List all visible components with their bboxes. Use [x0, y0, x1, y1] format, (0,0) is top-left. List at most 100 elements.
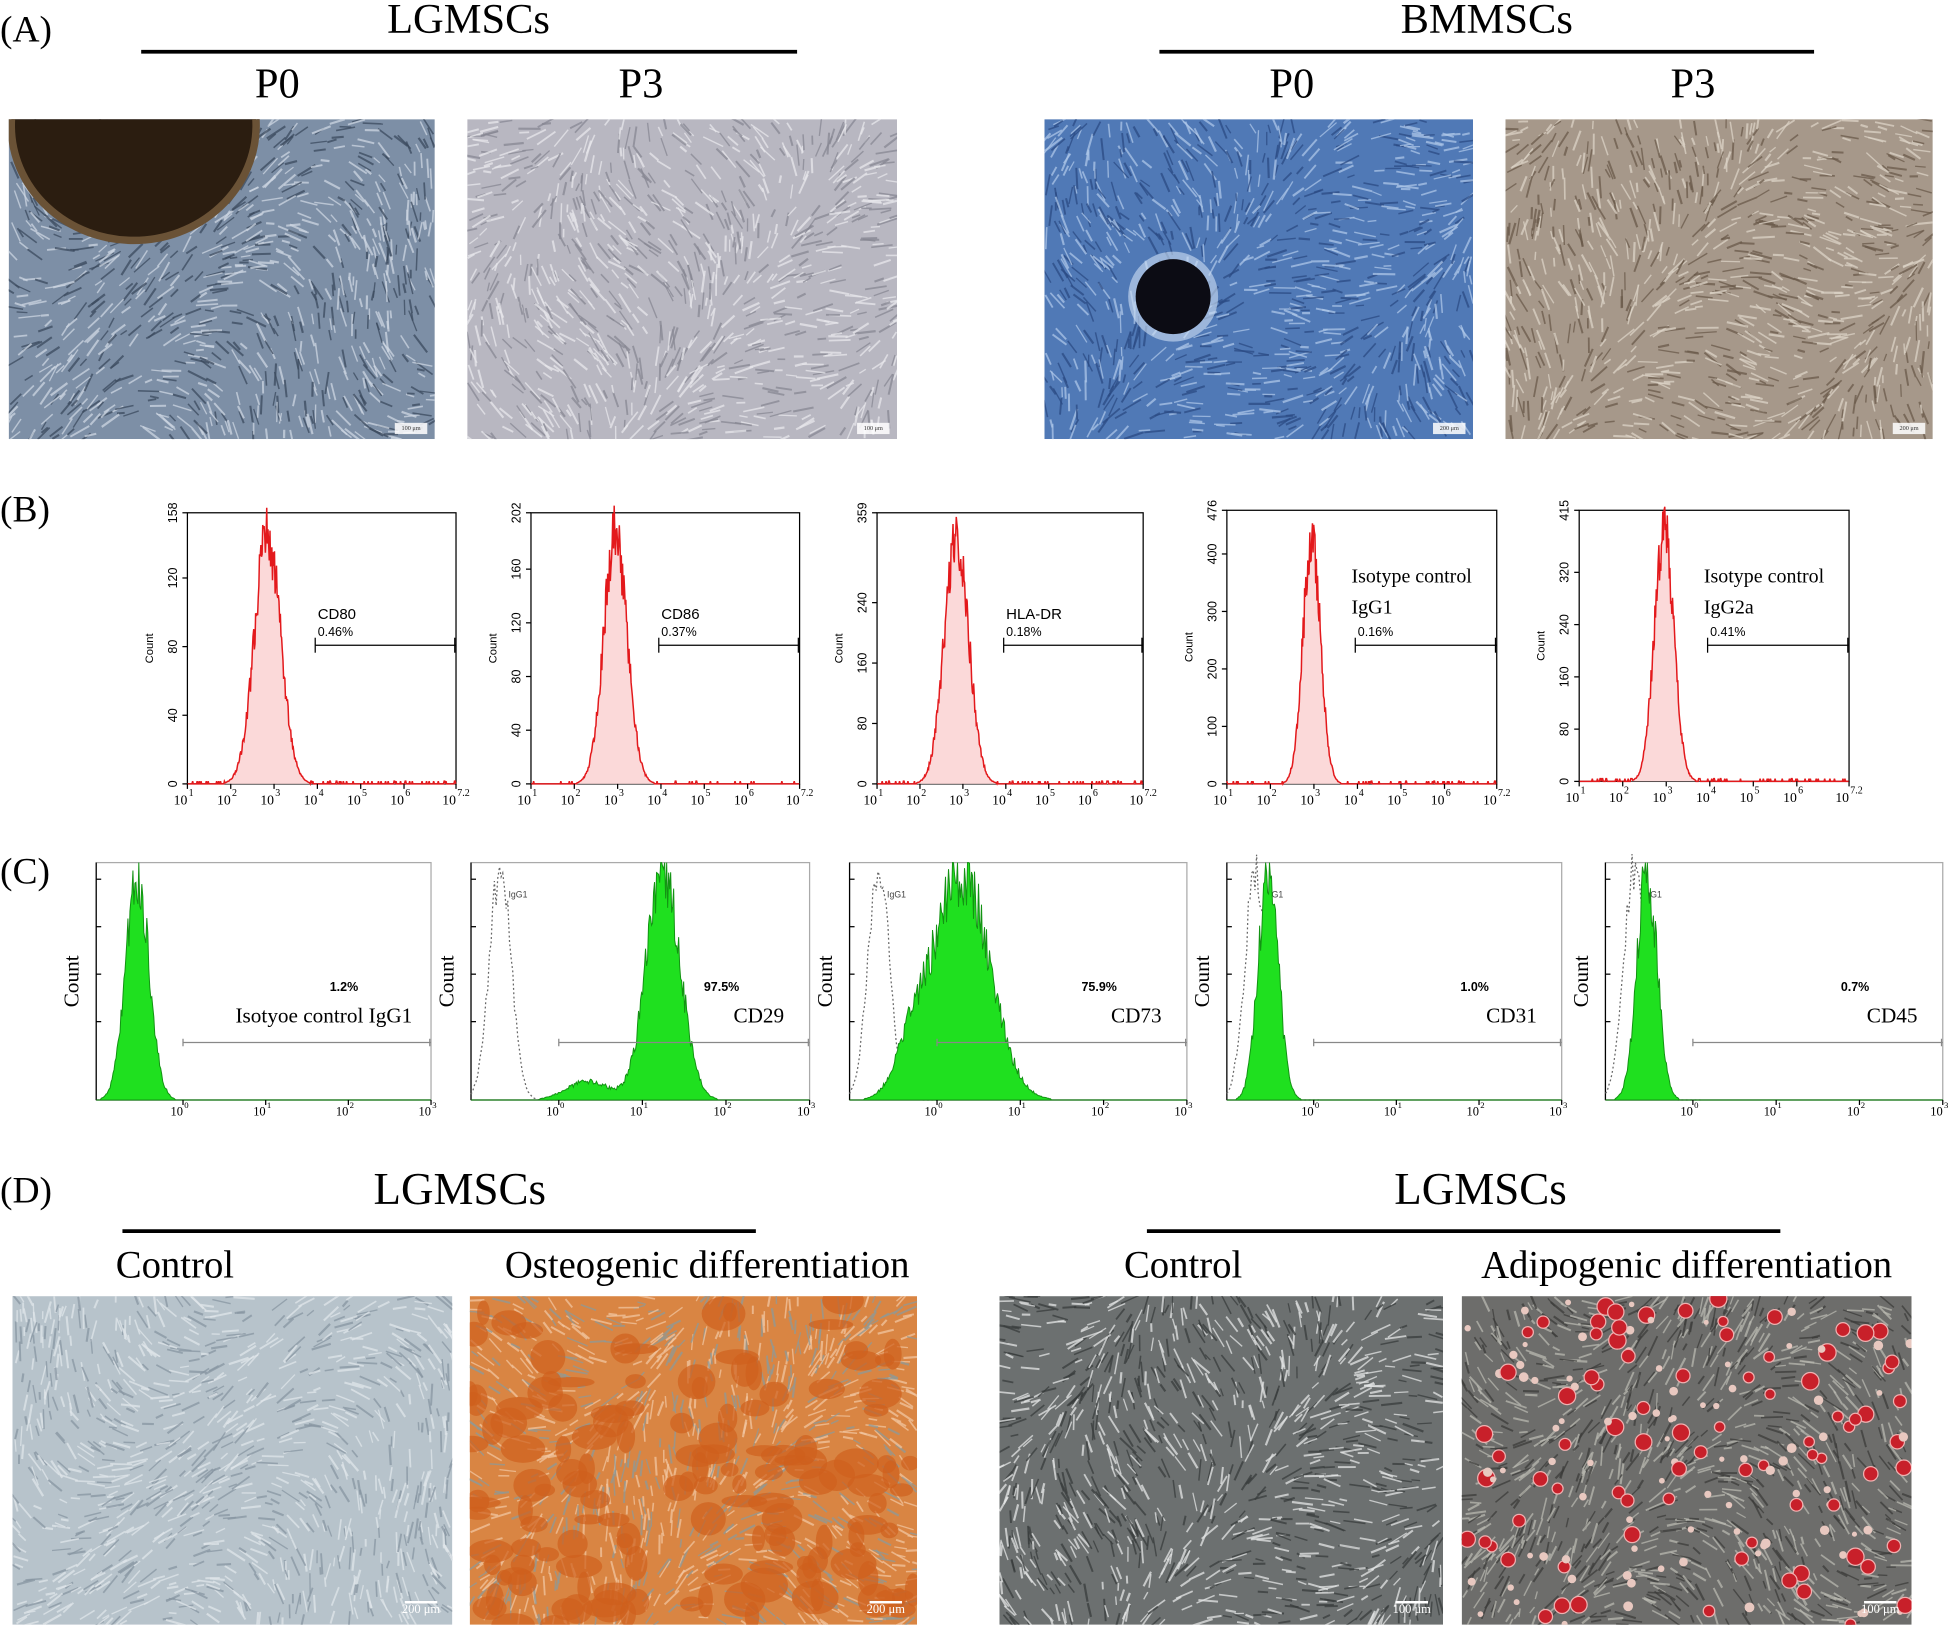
cell	[488, 122, 498, 123]
cell	[1729, 425, 1747, 426]
x-tick-base: 10	[1300, 793, 1314, 808]
cell	[217, 1564, 231, 1565]
cell	[1740, 243, 1754, 244]
cell	[410, 1449, 411, 1468]
cell	[1065, 387, 1066, 399]
marker-label: CD29	[733, 1003, 784, 1027]
y-tick-label: 158	[166, 502, 180, 523]
x-tick-exponent: 6	[1093, 788, 1098, 799]
cell	[1773, 315, 1782, 316]
gate-percent: 0.37%	[661, 625, 696, 639]
y-axis-label: Count	[434, 955, 458, 1007]
cell	[89, 245, 98, 246]
y-tick-label: 160	[510, 559, 524, 580]
cell	[1623, 425, 1634, 426]
cell	[822, 252, 843, 253]
cell	[138, 391, 160, 392]
x-tick-exponent: 3	[1944, 1100, 1949, 1110]
cell	[159, 1400, 173, 1401]
cell	[1875, 377, 1876, 385]
cell	[1419, 170, 1432, 171]
cell	[1076, 168, 1077, 189]
cell	[1284, 320, 1293, 321]
x-tick-base: 10	[1783, 790, 1797, 805]
cell	[1217, 335, 1228, 336]
cell	[321, 160, 330, 161]
cell	[1864, 131, 1881, 132]
cell	[1429, 339, 1430, 351]
y-axis-label: Count	[1536, 630, 1548, 661]
cell	[1214, 424, 1235, 425]
cell	[1901, 384, 1902, 397]
cell	[332, 285, 333, 297]
cell	[314, 1595, 315, 1613]
x-tick-base: 10	[217, 793, 231, 808]
cell	[420, 1482, 421, 1496]
cell	[1424, 135, 1435, 136]
cell	[1512, 140, 1520, 141]
y-tick-label: 415	[1558, 500, 1572, 521]
cell	[876, 195, 889, 196]
cell	[109, 1427, 117, 1428]
x-tick-exponent: 1	[1022, 1100, 1026, 1110]
x-tick-base: 10	[1431, 793, 1445, 808]
x-tick-base: 10	[992, 793, 1006, 808]
x-tick-exponent: 2	[350, 1100, 354, 1110]
cell	[1718, 144, 1719, 153]
cell	[1410, 248, 1422, 249]
marker-label: Isotype control	[1704, 565, 1825, 587]
cell	[416, 248, 417, 270]
x-tick-base: 10	[906, 793, 920, 808]
cell	[530, 264, 531, 276]
panel-label: (C)	[0, 852, 50, 893]
cell	[396, 245, 397, 255]
plot-frame	[1227, 510, 1497, 784]
cell	[364, 1471, 366, 1480]
cell	[1454, 161, 1476, 162]
cell	[256, 1462, 278, 1463]
marker-label: Isotyoe control IgG1	[235, 1003, 412, 1027]
y-tick-label: 0	[166, 780, 180, 787]
cell	[1214, 373, 1230, 374]
cell	[1325, 355, 1341, 356]
x-tick-exponent: 5	[1050, 788, 1055, 799]
x-tick-exponent: 2	[921, 788, 926, 799]
cell	[1634, 424, 1649, 425]
x-tick-base: 10	[546, 1104, 558, 1118]
cell	[41, 315, 49, 316]
y-tick-label: 80	[856, 716, 870, 730]
plot-frame	[531, 513, 800, 784]
cell	[1299, 238, 1310, 239]
scale-bar-label: 100 μm	[864, 425, 883, 432]
cell	[1564, 225, 1565, 245]
micrograph	[7, 1288, 457, 1633]
x-tick-base: 10	[925, 1104, 937, 1118]
cell	[436, 1524, 437, 1536]
x-tick-exponent: 6	[1446, 788, 1451, 799]
cell	[1593, 121, 1594, 129]
cell	[286, 224, 300, 225]
cell	[1920, 314, 1921, 331]
cell	[1528, 401, 1529, 421]
micrograph	[4, 11, 441, 450]
gate-percent: 1.2%	[330, 980, 358, 994]
cell	[730, 377, 748, 378]
gate-percent: 0.16%	[1358, 625, 1393, 639]
cell	[16, 1321, 17, 1342]
cell	[1818, 321, 1833, 322]
cell	[1866, 395, 1867, 403]
cell	[305, 401, 306, 417]
x-tick-exponent: 2	[1861, 1100, 1865, 1110]
cell	[379, 1527, 380, 1538]
cell	[706, 298, 707, 306]
x-tick-exponent: 3	[1667, 786, 1672, 797]
cell	[735, 242, 736, 264]
cell	[430, 168, 431, 188]
x-tick-exponent: 3	[432, 1100, 437, 1110]
x-tick-base: 10	[442, 793, 456, 808]
x-tick-exponent: 3	[1188, 1100, 1193, 1110]
x-tick-base: 10	[1764, 1104, 1776, 1118]
x-tick-exponent: 4	[319, 788, 324, 799]
cell	[258, 1518, 275, 1519]
